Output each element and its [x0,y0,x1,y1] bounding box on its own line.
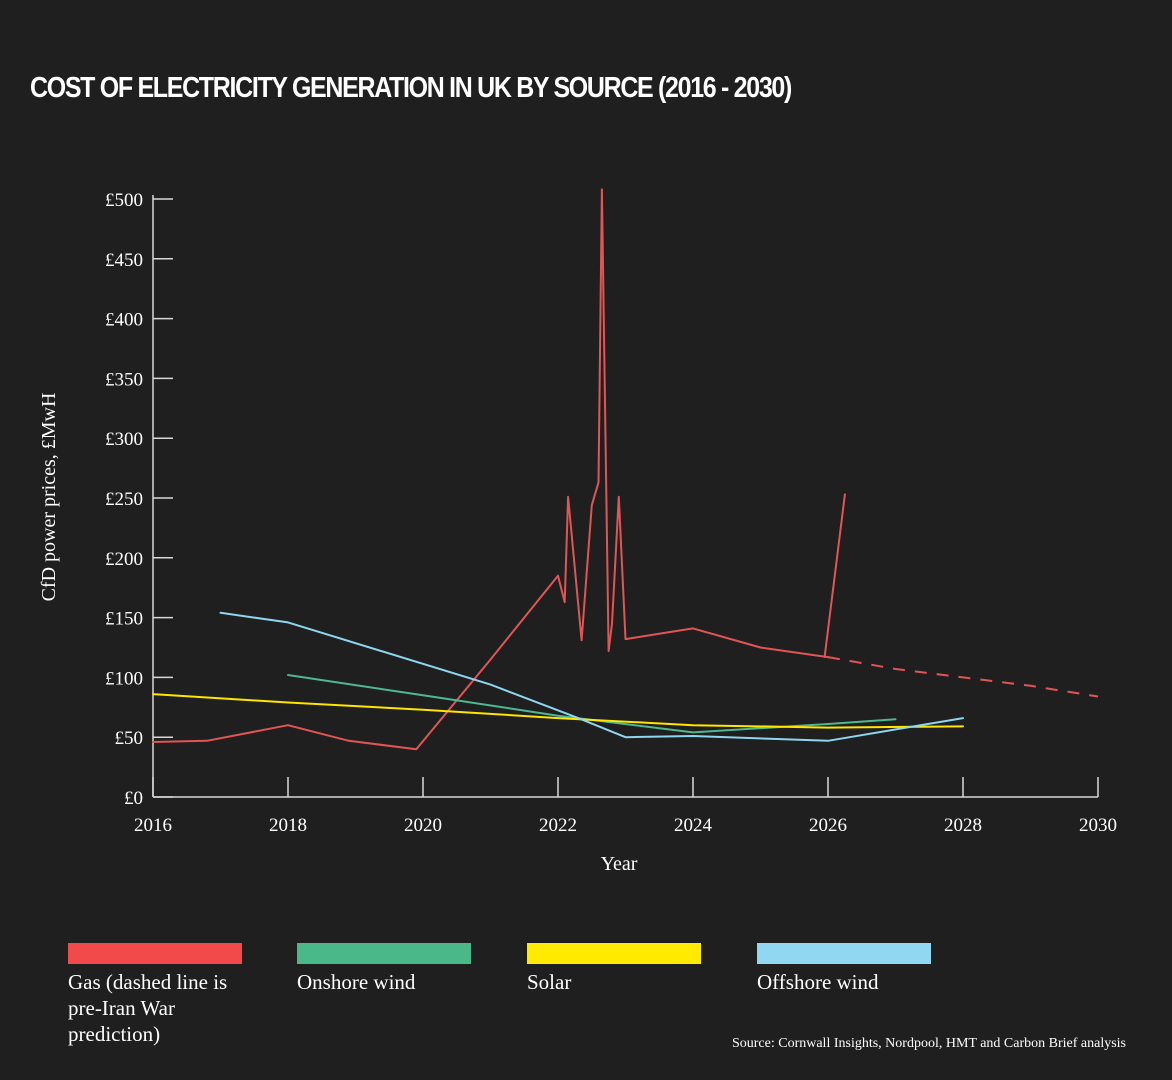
series-line-solar [152,693,964,729]
legend-item-onshore-wind[interactable]: Onshore wind [297,943,471,995]
legend-item-offshore-wind[interactable]: Offshore wind [757,943,931,995]
legend-swatch-onshore-wind [297,943,471,964]
y-axis-label: CfD power prices, £MwH [38,393,60,602]
y-tick-label: £100 [105,668,143,689]
legend-label-gas: Gas (dashed line is pre-Iran War predict… [68,970,228,1046]
legend-swatch-gas [68,943,242,964]
y-tick-label: £400 [105,310,143,331]
y-tick-label: £350 [105,369,143,390]
legend-item-solar[interactable]: Solar [527,943,701,995]
y-tick-label: £300 [105,429,143,450]
x-tick-label: 2020 [404,815,442,836]
chart-axes: £0 £50 £100 £150 £200 £250 £300 £350 £400 £450 £50… [105,190,1117,836]
chart-title: COST OF ELECTRICITY GENERATION IN UK BY … [30,72,792,104]
x-tick-label: 2024 [674,815,713,836]
series-line-onshore-wind [287,674,897,734]
y-tick-label: £0 [124,788,143,809]
legend-swatch-solar [527,943,701,964]
legend-label-offshore-wind: Offshore wind [757,970,879,994]
series-line-gas [152,188,829,751]
y-tick-label: £500 [105,190,143,211]
chart-series-group [152,188,1099,751]
source-note: Source: Cornwall Insights, Nordpool, HMT… [731,1036,1126,1051]
y-tick-label: £450 [105,250,143,271]
x-tick-label: 2022 [539,815,577,836]
y-tick-label: £50 [115,728,144,749]
chart-legend: Gas (dashed line is pre-Iran War predict… [0,943,1172,1053]
legend-label-solar: Solar [527,970,572,994]
series-line-gas-post-2026-spike [823,493,846,659]
x-tick-label: 2030 [1079,815,1117,836]
x-tick-label: 2016 [134,815,172,836]
x-tick-label: 2026 [809,815,847,836]
legend-item-gas[interactable]: Gas (dashed line is pre-Iran War predict… [68,943,253,1047]
legend-label-onshore-wind: Onshore wind [297,970,416,994]
legend-swatch-offshore-wind [757,943,931,964]
series-line-offshore-wind [219,611,964,742]
x-tick-label: 2028 [944,815,982,836]
y-tick-label: £150 [105,609,143,630]
x-tick-label: 2018 [269,815,307,836]
y-tick-label: £200 [105,549,143,570]
y-tick-label: £250 [105,489,143,510]
x-axis-label: Year [601,853,638,875]
series-line-gas-dashed-line-is-pre-iran-war-prediction [827,656,1099,698]
line-chart: £0 £50 £100 £150 £200 £250 £300 £350 £400 £450 £50… [38,188,1117,875]
